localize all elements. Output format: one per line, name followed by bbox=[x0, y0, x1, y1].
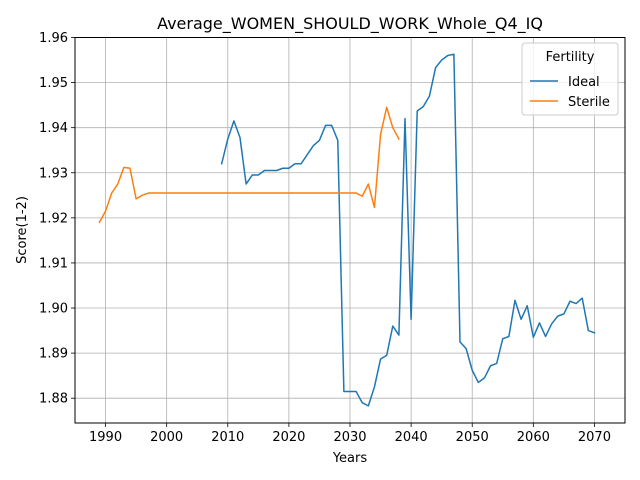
x-tick-label: 2000 bbox=[150, 430, 183, 445]
legend-title: Fertility bbox=[546, 50, 595, 65]
y-axis-ticks: 1.88 1.89 1.90 1.91 1.92 1.93 1.94 1.95 1.96 bbox=[39, 31, 75, 407]
x-tick-label: 2020 bbox=[272, 430, 305, 445]
y-tick-label: 1.89 bbox=[39, 347, 68, 362]
y-axis-label: Score(1-2) bbox=[15, 196, 30, 264]
y-tick-label: 1.90 bbox=[39, 302, 68, 317]
x-tick-label: 2070 bbox=[578, 430, 611, 445]
series-line-ideal bbox=[220, 53, 596, 407]
x-tick-label: 2030 bbox=[333, 430, 366, 445]
y-tick-label: 1.92 bbox=[39, 211, 68, 226]
x-tick-label: 2060 bbox=[517, 430, 550, 445]
y-tick-label: 1.88 bbox=[39, 392, 68, 407]
y-tick-label: 1.96 bbox=[39, 31, 68, 46]
legend-box bbox=[521, 42, 619, 116]
series-line-sterile bbox=[98, 106, 400, 224]
legend-label-ideal: Ideal bbox=[568, 75, 600, 90]
series-lines bbox=[98, 53, 596, 407]
chart-title: Average_WOMEN_SHOULD_WORK_Whole_Q4_IQ bbox=[157, 14, 543, 34]
x-axis-label: Years bbox=[332, 451, 368, 466]
y-tick-label: 1.94 bbox=[39, 121, 68, 136]
x-axis-ticks: 1990 2000 2010 2020 2030 2040 2050 2060 2070 bbox=[89, 423, 611, 445]
legend-label-sterile: Sterile bbox=[568, 95, 610, 110]
y-tick-label: 1.91 bbox=[39, 256, 68, 271]
x-tick-label: 2050 bbox=[456, 430, 489, 445]
legend: Fertility Ideal Sterile bbox=[521, 42, 619, 116]
y-tick-label: 1.95 bbox=[39, 76, 68, 91]
y-tick-label: 1.93 bbox=[39, 166, 68, 181]
x-tick-label: 2010 bbox=[211, 430, 244, 445]
x-tick-label: 2040 bbox=[395, 430, 428, 445]
x-tick-label: 1990 bbox=[89, 430, 122, 445]
